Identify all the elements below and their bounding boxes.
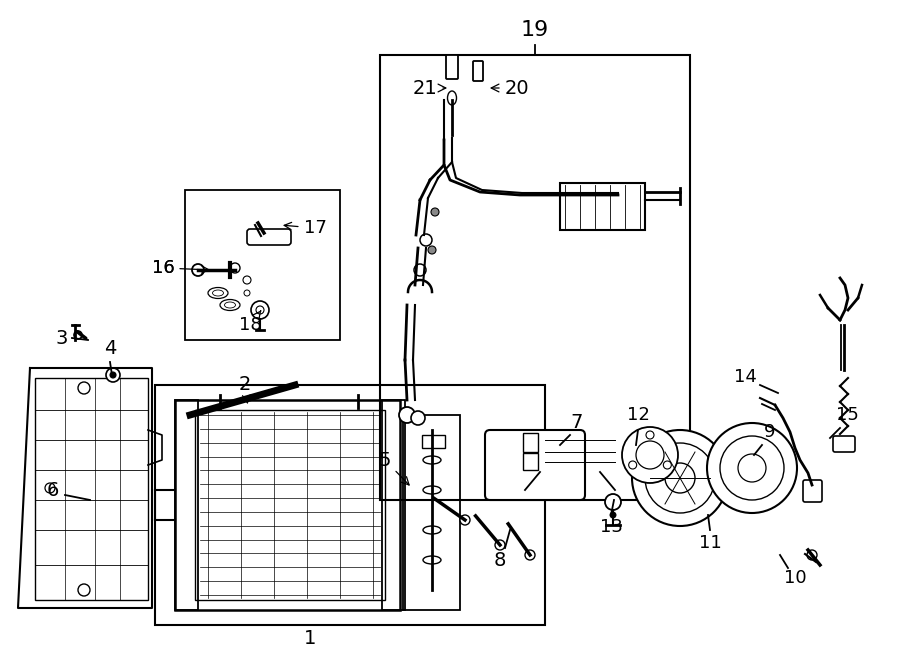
Text: 15: 15 (835, 406, 859, 424)
Circle shape (645, 443, 715, 513)
Ellipse shape (423, 556, 441, 564)
Circle shape (665, 463, 695, 493)
Bar (35, 378, 148, 600)
Bar (422, 435, 445, 448)
Text: 2: 2 (238, 375, 251, 403)
FancyBboxPatch shape (446, 55, 458, 79)
Text: 1: 1 (304, 629, 316, 648)
Text: 17: 17 (284, 219, 327, 237)
Bar (175, 400, 400, 610)
Text: 10: 10 (784, 569, 806, 587)
Text: 14: 14 (734, 368, 756, 386)
Text: 9: 9 (764, 423, 776, 441)
Text: 8: 8 (494, 551, 506, 570)
Ellipse shape (208, 288, 228, 299)
Circle shape (610, 512, 616, 518)
FancyBboxPatch shape (485, 430, 585, 500)
Ellipse shape (423, 456, 441, 464)
Circle shape (431, 208, 439, 216)
Circle shape (110, 372, 116, 378)
Bar (185, 190, 340, 340)
Text: 13: 13 (599, 518, 623, 536)
Ellipse shape (212, 290, 223, 296)
Circle shape (807, 550, 817, 560)
FancyBboxPatch shape (247, 229, 291, 245)
Circle shape (663, 461, 671, 469)
Circle shape (525, 550, 535, 560)
Circle shape (399, 407, 415, 423)
Circle shape (632, 430, 728, 526)
Text: 20: 20 (491, 79, 529, 98)
Circle shape (244, 290, 250, 296)
Bar (560, 183, 645, 230)
Text: 6: 6 (47, 481, 59, 500)
Circle shape (230, 263, 240, 273)
Ellipse shape (423, 526, 441, 534)
Bar (403, 415, 460, 610)
Circle shape (420, 234, 432, 246)
Text: 7: 7 (571, 414, 583, 432)
Bar (175, 400, 198, 610)
Circle shape (414, 264, 426, 276)
Circle shape (78, 584, 90, 596)
Bar (523, 433, 538, 452)
Circle shape (74, 331, 82, 339)
Text: 21: 21 (412, 79, 446, 98)
Bar (382, 400, 405, 610)
Circle shape (636, 441, 664, 469)
Circle shape (45, 483, 55, 493)
Circle shape (460, 515, 470, 525)
Circle shape (707, 423, 797, 513)
Bar (155, 385, 545, 625)
Text: 12: 12 (626, 406, 650, 424)
Circle shape (411, 411, 425, 425)
Text: 16: 16 (151, 259, 175, 277)
Circle shape (720, 436, 784, 500)
Circle shape (605, 494, 621, 510)
Text: 4: 4 (104, 338, 116, 358)
Text: 19: 19 (521, 20, 549, 40)
Circle shape (428, 246, 436, 254)
Text: 16: 16 (151, 259, 209, 277)
FancyBboxPatch shape (833, 436, 855, 452)
Text: 5: 5 (379, 451, 410, 485)
FancyBboxPatch shape (803, 480, 822, 502)
Circle shape (622, 427, 678, 483)
Text: 18: 18 (238, 311, 261, 334)
Circle shape (78, 382, 90, 394)
Ellipse shape (220, 299, 240, 311)
Circle shape (106, 368, 120, 382)
Circle shape (738, 454, 766, 482)
Text: 11: 11 (698, 534, 722, 552)
Ellipse shape (447, 91, 456, 105)
Text: 3: 3 (56, 329, 68, 348)
Circle shape (243, 276, 251, 284)
Ellipse shape (224, 302, 236, 308)
Bar (380, 55, 690, 500)
Bar (195, 410, 385, 600)
Circle shape (629, 461, 636, 469)
Bar (523, 453, 538, 470)
Ellipse shape (423, 486, 441, 494)
Circle shape (192, 264, 204, 276)
Circle shape (646, 431, 654, 439)
Circle shape (251, 301, 269, 319)
Circle shape (495, 540, 505, 550)
Circle shape (256, 306, 264, 314)
FancyBboxPatch shape (473, 61, 483, 81)
